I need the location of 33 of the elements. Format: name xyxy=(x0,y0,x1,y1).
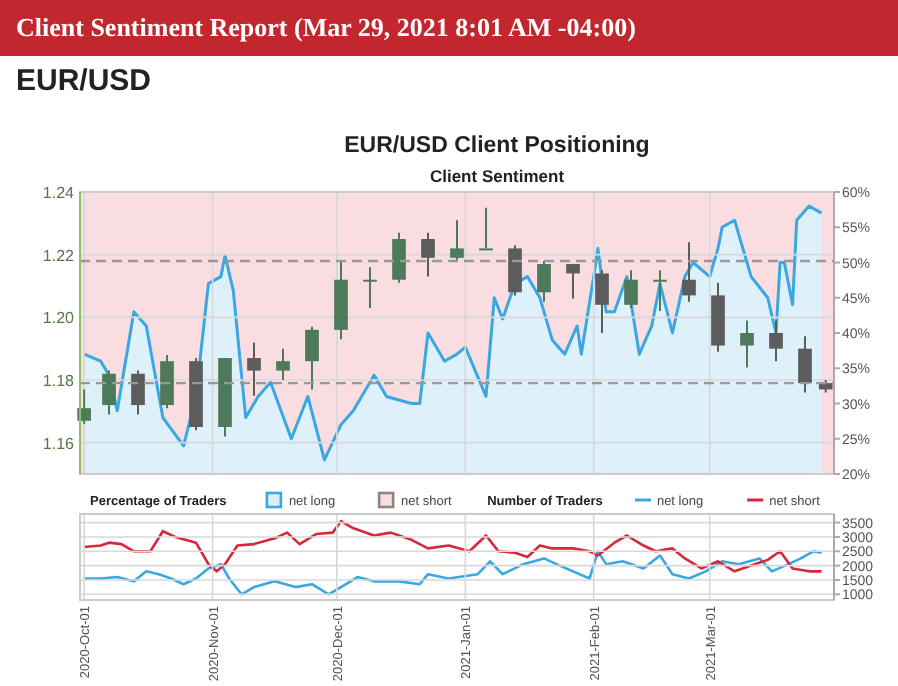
candlestick xyxy=(566,263,580,300)
candlestick xyxy=(653,269,667,313)
candlestick xyxy=(479,206,493,251)
candlestick xyxy=(131,369,145,416)
candlestick xyxy=(160,353,174,410)
candlestick xyxy=(247,341,261,397)
y-tick-label: 1.18 xyxy=(42,372,76,390)
text: Client Sentiment Report (Mar 29, 2021 8:01 AM -04:00) xyxy=(16,12,636,42)
candlestick xyxy=(682,241,696,303)
candlestick xyxy=(624,269,638,309)
candlestick xyxy=(276,347,290,381)
candlestick xyxy=(508,244,522,297)
candlestick xyxy=(769,319,783,363)
y-tick-label: 1.24 xyxy=(42,184,76,202)
candlestick xyxy=(740,319,754,369)
y-tick-label: 1.22 xyxy=(42,246,76,265)
candlestick xyxy=(102,369,116,416)
candlestick xyxy=(537,259,551,303)
candlestick xyxy=(450,219,464,262)
candlestick xyxy=(798,335,812,394)
y-tick-label: 1.16 xyxy=(42,434,76,453)
candlestick xyxy=(363,266,377,309)
line-series xyxy=(82,519,823,573)
chart-title: EUR/USD Client Positioning xyxy=(344,134,650,158)
candlestick xyxy=(392,231,406,284)
candlestick xyxy=(595,269,609,334)
y-tick-label: 1.20 xyxy=(42,309,76,328)
candlestick xyxy=(421,231,435,278)
candlestick xyxy=(77,388,91,425)
candlestick xyxy=(305,325,319,391)
text: EUR/USD xyxy=(16,64,152,98)
chart-subtitle: Client Sentiment xyxy=(429,166,565,186)
line-series xyxy=(82,549,823,596)
